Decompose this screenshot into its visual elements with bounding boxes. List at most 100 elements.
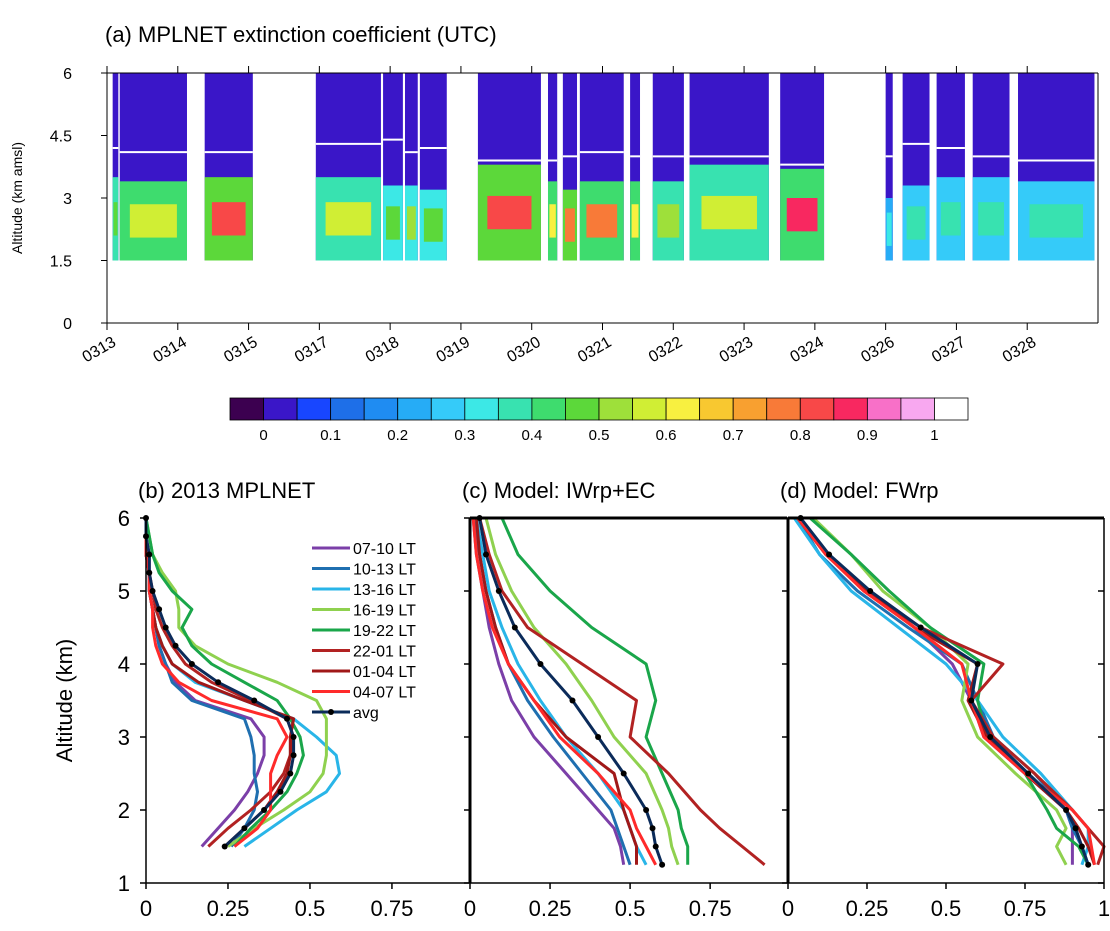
colorbar-tick-label: 0.8 [790, 427, 811, 444]
x-tick-label: 0319 [434, 334, 473, 367]
legend-label: 16-19 LT [353, 603, 416, 620]
legend-label: 13-16 LT [353, 582, 416, 599]
profile-line [796, 517, 1096, 866]
data-block [885, 73, 893, 261]
aerosol-core [701, 195, 757, 230]
x-tick-label: 0.5 [295, 896, 326, 921]
legend-label: 22-01 LT [353, 644, 416, 661]
x-tick-label: 0323 [717, 334, 756, 367]
x-tick-label: 0.5 [615, 896, 646, 921]
colorbar-box [565, 397, 600, 421]
colorbar-tick-label: 0.9 [857, 427, 878, 444]
colorbar-box [229, 397, 264, 421]
profile-marker [290, 734, 297, 740]
colorbar-box [464, 397, 499, 421]
x-tick-label: 0328 [1000, 334, 1039, 367]
chart-title: (a) MPLNET extinction coefficient (UTC) [105, 22, 497, 47]
x-tick-label: 0315 [221, 334, 260, 367]
legend-label: 01-04 LT [353, 664, 416, 681]
colorbar-tick-label: 0.4 [521, 427, 542, 444]
x-tick-label: 1 [1098, 896, 1110, 921]
profile-marker [649, 825, 656, 832]
panel-title: (b) 2013 MPLNET [138, 478, 315, 503]
colorbar-box [699, 397, 734, 421]
x-tick-label: 0.25 [846, 896, 889, 921]
profile-marker [241, 825, 248, 832]
profile-line [484, 517, 680, 866]
y-tick-label: 4.5 [50, 129, 72, 146]
y-tick-label: 3 [63, 191, 72, 208]
y-tick-label: 6 [63, 66, 72, 83]
colorbar-box [632, 397, 667, 421]
x-tick-label: 0.25 [529, 896, 572, 921]
aerosol-core [1029, 204, 1083, 238]
x-tick-label: 0326 [858, 334, 897, 367]
profile-marker [277, 788, 284, 795]
colorbar-box [397, 397, 432, 421]
y-tick-label: 1.5 [50, 254, 72, 271]
colorbar-box [598, 397, 633, 421]
profile-marker [1072, 825, 1079, 832]
profile-marker [1085, 861, 1092, 868]
colorbar-box [833, 397, 868, 421]
aerosol-core [113, 202, 118, 236]
aerosol-core [423, 208, 443, 242]
panel-title: (d) Model: FWrp [780, 478, 939, 503]
aerosol-core [487, 195, 532, 230]
colorbar-box [531, 397, 566, 421]
colorbar-box [866, 397, 902, 421]
colorbar-tick-label: 0.6 [656, 427, 677, 444]
profile-marker [826, 551, 833, 558]
colorbar-box [732, 397, 768, 421]
profile-marker [968, 697, 975, 704]
y-tick-label: 3 [118, 725, 130, 750]
profile-marker [537, 661, 544, 667]
profile-marker [146, 569, 153, 576]
legend-label: avg [353, 705, 379, 722]
profile-marker [188, 661, 195, 667]
profile-marker [495, 588, 502, 594]
y-tick-label: 2 [118, 798, 130, 823]
aerosol-core [586, 204, 618, 238]
colorbar-box [430, 397, 466, 421]
profile-line [799, 517, 1090, 866]
profile-marker [156, 606, 163, 613]
profile-marker [261, 807, 268, 813]
profile-line [144, 517, 305, 848]
aerosol-core [886, 212, 892, 246]
profile-marker [867, 588, 874, 594]
profile-marker [569, 697, 576, 704]
colorbar-box [363, 397, 399, 421]
profile-marker [251, 697, 258, 704]
legend-label: 04-07 LT [353, 685, 416, 702]
colorbar-box [263, 397, 298, 421]
profile-line [812, 516, 1068, 866]
profile-marker [987, 734, 994, 740]
profile-marker [149, 588, 156, 594]
colorbar-tick-label: 0 [259, 427, 267, 444]
aerosol-core [940, 202, 961, 236]
colorbar-tick-label: 1 [930, 427, 938, 444]
data-block [630, 73, 641, 261]
x-tick-label: 0320 [504, 334, 543, 367]
profile-marker [620, 770, 627, 777]
x-tick-label: 0.25 [207, 896, 250, 921]
panel-title: (c) Model: IWrp+EC [462, 478, 655, 503]
profile-line [809, 516, 1090, 866]
y-tick-label: 0 [63, 316, 72, 333]
colorbar-box [799, 397, 835, 421]
colorbar-tick-label: 0.3 [454, 427, 475, 444]
profile-marker [511, 624, 518, 631]
profile-marker [974, 661, 981, 667]
aerosol-core [129, 204, 177, 238]
profile-line [500, 517, 690, 865]
x-tick-label: 0322 [646, 334, 685, 367]
profile-marker [1078, 843, 1085, 850]
x-tick-label: 0 [464, 896, 476, 921]
colorbar-box [330, 397, 365, 421]
profile-marker [917, 624, 924, 631]
aerosol-core [406, 206, 416, 240]
colorbar-box [665, 397, 701, 421]
profile-marker [652, 843, 659, 850]
